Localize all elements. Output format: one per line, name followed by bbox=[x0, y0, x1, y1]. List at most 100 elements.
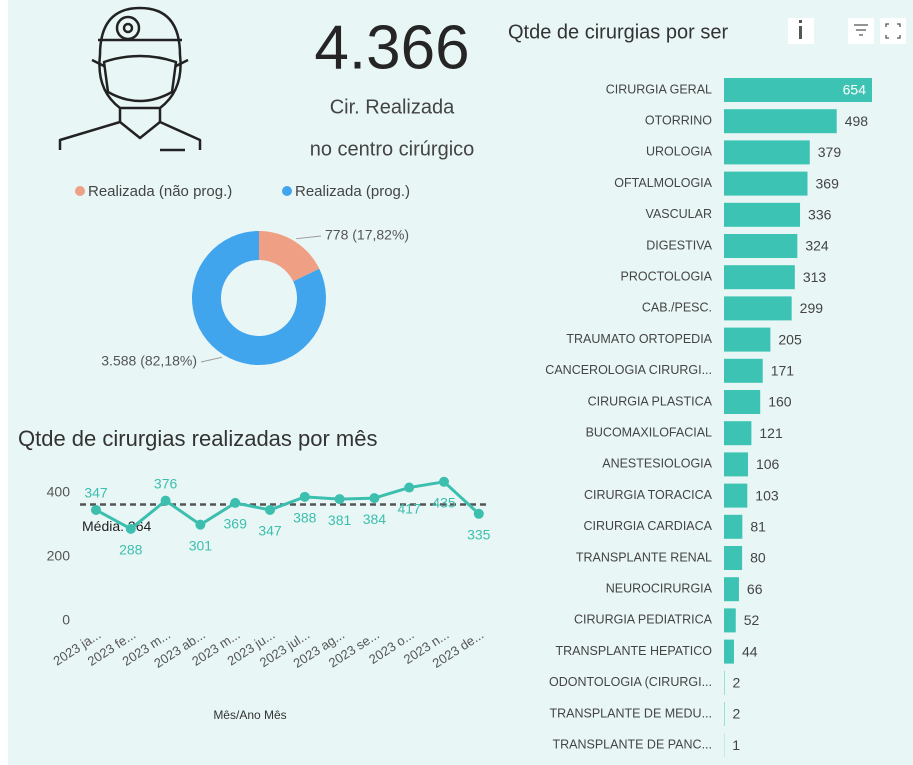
data-label: 369 bbox=[224, 516, 248, 532]
bar bbox=[724, 265, 795, 290]
chart-title: Qtde de cirurgias por ser bbox=[508, 21, 728, 43]
y-tick-label: 400 bbox=[47, 484, 71, 500]
bar bbox=[724, 109, 837, 134]
data-label: 2 bbox=[732, 706, 740, 722]
visual-header bbox=[788, 18, 906, 44]
point bbox=[439, 476, 449, 487]
mask bbox=[102, 54, 178, 103]
data-label: 160 bbox=[768, 394, 792, 410]
category-label: TRANSPLANTE RENAL bbox=[576, 550, 712, 564]
info-icon bbox=[799, 20, 802, 23]
focus-button[interactable] bbox=[880, 18, 906, 44]
category-label: BUCOMAXILOFACIAL bbox=[586, 425, 712, 439]
bar bbox=[724, 514, 743, 539]
line bbox=[95, 480, 480, 531]
point bbox=[125, 523, 136, 534]
data-label: 388 bbox=[293, 510, 317, 526]
donut-slice bbox=[191, 231, 326, 365]
card-value: 4.366 bbox=[314, 13, 469, 82]
data-label: 3.588 (82,18%) bbox=[101, 353, 197, 369]
bar bbox=[724, 78, 872, 102]
bar bbox=[724, 296, 792, 321]
filter-icon bbox=[854, 24, 868, 36]
collar bbox=[119, 121, 185, 152]
category-label: VASCULAR bbox=[646, 207, 712, 221]
data-label: 103 bbox=[755, 487, 779, 503]
category-label: CIRURGIA CARDIACA bbox=[584, 519, 713, 533]
category-label: ANESTESIOLOGIA bbox=[602, 457, 712, 471]
leader-line bbox=[296, 235, 322, 240]
data-label: 376 bbox=[154, 475, 178, 491]
category-label: DIGESTIVA bbox=[646, 238, 712, 252]
data-label: 2 bbox=[732, 675, 740, 691]
bar bbox=[724, 608, 736, 633]
data-label: 347 bbox=[258, 523, 282, 539]
data-label: 498 bbox=[845, 113, 869, 129]
point bbox=[91, 504, 101, 515]
data-label: 301 bbox=[189, 537, 213, 553]
data-label: 121 bbox=[759, 425, 783, 441]
bar bbox=[724, 358, 763, 383]
data-label: 106 bbox=[756, 456, 780, 472]
category-label: TRANSPLANTE HEPATICO bbox=[555, 644, 712, 658]
filter-button[interactable] bbox=[848, 18, 874, 44]
bar bbox=[724, 390, 761, 414]
data-label: 381 bbox=[328, 512, 352, 528]
bar bbox=[724, 639, 734, 664]
chart-title: Qtde de cirurgias realizadas por mês bbox=[18, 426, 378, 451]
category-label: UROLOGIA bbox=[646, 145, 713, 159]
category-label: NEUROCIRURGIA bbox=[606, 581, 713, 595]
data-label: 288 bbox=[119, 542, 143, 558]
category-label: OTORRINO bbox=[645, 113, 712, 127]
data-label: 171 bbox=[771, 363, 795, 379]
point bbox=[265, 504, 275, 515]
category-label: CIRURGIA PEDIATRICA bbox=[574, 613, 713, 627]
data-label: 336 bbox=[808, 207, 832, 223]
doctor-icon bbox=[58, 6, 202, 152]
data-label: 324 bbox=[805, 238, 829, 254]
data-label: 435 bbox=[432, 495, 456, 511]
bar bbox=[724, 483, 748, 508]
bar bbox=[724, 327, 771, 352]
data-label: 347 bbox=[84, 485, 108, 501]
data-label: 417 bbox=[398, 500, 422, 516]
category-label: CIRURGIA PLASTICA bbox=[588, 394, 713, 408]
category-label: CIRURGIA TORACICA bbox=[584, 488, 713, 502]
face bbox=[98, 54, 182, 110]
point bbox=[299, 491, 310, 502]
bar bbox=[724, 171, 808, 196]
point bbox=[369, 493, 380, 504]
data-label: 44 bbox=[742, 643, 758, 659]
point bbox=[160, 495, 171, 506]
category-label: TRANSPLANTE DE MEDU... bbox=[549, 706, 712, 720]
leader-line bbox=[200, 356, 222, 363]
data-label: 299 bbox=[800, 300, 824, 316]
category-label: CAB./PESC. bbox=[642, 301, 712, 315]
donut-slice bbox=[259, 231, 320, 282]
bar bbox=[724, 234, 798, 258]
bar bbox=[724, 452, 748, 477]
data-label: 654 bbox=[843, 82, 867, 98]
data-label: 80 bbox=[750, 550, 766, 566]
data-label: 205 bbox=[778, 331, 802, 347]
bar bbox=[724, 577, 739, 602]
bar bbox=[724, 140, 810, 165]
category-label: OFTALMOLOGIA bbox=[614, 176, 712, 190]
head bbox=[98, 6, 182, 56]
point bbox=[230, 497, 241, 508]
legend-label: Realizada (prog.) bbox=[295, 183, 410, 200]
info-icon bbox=[799, 26, 802, 39]
data-label: 66 bbox=[747, 581, 763, 597]
point bbox=[404, 482, 415, 493]
category-label: PROCTOLOGIA bbox=[621, 269, 713, 283]
category-label: CIRURGIA GERAL bbox=[606, 82, 712, 96]
legend-label: Realizada (não prog.) bbox=[88, 183, 232, 200]
data-label: 778 (17,82%) bbox=[325, 227, 409, 243]
data-label: 1 bbox=[732, 737, 740, 753]
y-tick-label: 0 bbox=[62, 612, 70, 628]
x-axis-title: Mês/Ano Mês bbox=[213, 708, 286, 722]
mirror-center bbox=[122, 22, 134, 34]
legend-marker bbox=[75, 186, 85, 196]
